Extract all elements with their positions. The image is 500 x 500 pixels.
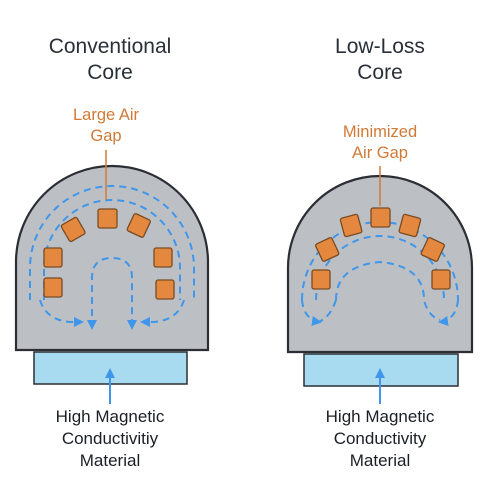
- winding-block: [43, 247, 63, 268]
- low-loss-gap-label: Minimized Air Gap: [310, 122, 450, 164]
- gap-label-line: Large Air: [72, 106, 140, 124]
- winding-block: [339, 213, 363, 238]
- conventional-material-label: High Magnetic Conductivitiy Material: [20, 406, 200, 472]
- winding-block: [431, 269, 451, 290]
- title-line: Low-Loss: [335, 35, 425, 58]
- material-label-line: Material: [79, 451, 141, 471]
- low-loss-core-title: Low-Loss Core: [270, 34, 490, 87]
- title-line: Core: [87, 61, 133, 85]
- winding-block: [420, 237, 445, 262]
- low-loss-windings: [311, 207, 451, 290]
- winding-block: [398, 213, 422, 238]
- winding-block: [60, 216, 86, 243]
- winding-block: [43, 277, 63, 298]
- conventional-gap-label: Large Air Gap: [36, 105, 176, 147]
- material-label-line: Conductivity: [333, 429, 427, 449]
- low-loss-material-label: High Magnetic Conductivity Material: [290, 406, 470, 472]
- low-loss-core-diagram: [286, 166, 474, 404]
- gap-label-line: Minimized: [342, 123, 418, 141]
- conventional-flux-lines: [29, 185, 195, 330]
- material-label-line: Conductivitiy: [61, 429, 159, 449]
- material-label-line: Material: [349, 451, 411, 471]
- material-label-line: High Magnetic: [325, 407, 435, 426]
- winding-block: [155, 279, 175, 300]
- conventional-core-diagram: [14, 150, 210, 404]
- conventional-core-title: Conventional Core: [0, 34, 220, 87]
- material-label-line: High Magnetic: [55, 407, 165, 426]
- winding-block: [153, 247, 173, 268]
- conventional-windings: [43, 208, 175, 300]
- winding-block: [315, 237, 340, 262]
- gap-label-line: Gap: [90, 127, 122, 146]
- winding-block: [126, 213, 151, 238]
- winding-block: [370, 207, 391, 228]
- winding-block: [97, 208, 118, 229]
- title-line: Conventional: [48, 35, 172, 58]
- title-line: Core: [357, 61, 403, 85]
- conventional-core-body: [14, 164, 210, 352]
- winding-block: [311, 269, 331, 290]
- gap-label-line: Air Gap: [352, 144, 408, 163]
